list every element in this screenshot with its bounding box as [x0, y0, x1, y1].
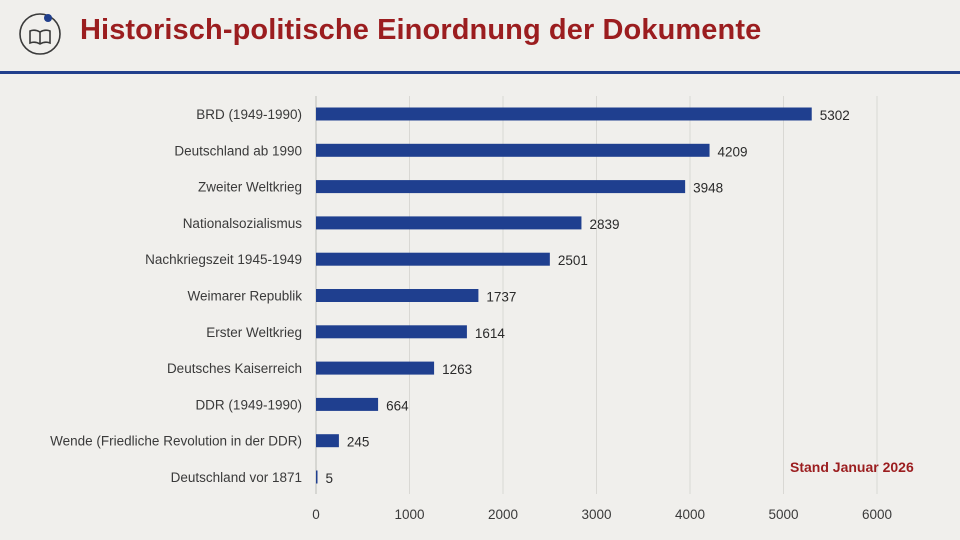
data-label: 664: [386, 398, 409, 413]
category-label: Deutsches Kaiserreich: [167, 361, 302, 376]
category-label: Zweiter Weltkrieg: [198, 180, 302, 195]
x-tick-label: 4000: [675, 507, 705, 522]
x-tick-labels: 0 1000 2000 3000 4000 5000 6000: [312, 507, 892, 522]
bar: [316, 434, 339, 448]
data-label: 2501: [558, 253, 588, 268]
data-label: 1263: [442, 362, 472, 377]
category-label: Wende (Friedliche Revolution in der DDR): [50, 434, 302, 449]
x-tick-label: 6000: [862, 507, 892, 522]
bars: [316, 107, 812, 484]
bar: [316, 325, 467, 339]
x-tick-label: 0: [312, 507, 320, 522]
data-label: 245: [347, 435, 370, 450]
category-label: Deutschland vor 1871: [171, 470, 302, 485]
category-label: DDR (1949-1990): [195, 397, 302, 412]
category-label: Deutschland ab 1990: [174, 143, 302, 158]
category-label: Nationalsozialismus: [183, 216, 303, 231]
category-label: BRD (1949-1990): [196, 107, 302, 122]
bar: [316, 470, 318, 484]
category-label: Erster Weltkrieg: [206, 325, 302, 340]
category-label: Nachkriegszeit 1945-1949: [145, 252, 302, 267]
bar: [316, 397, 379, 411]
data-label: 1614: [475, 326, 506, 341]
data-label: 1737: [486, 290, 516, 305]
bar: [316, 289, 479, 302]
data-label: 5: [326, 471, 334, 486]
bar: [316, 107, 812, 121]
category-labels: BRD (1949-1990) Deutschland ab 1990 Zweite…: [50, 107, 302, 485]
data-label: 3948: [693, 181, 723, 196]
x-tick-label: 3000: [581, 507, 611, 522]
data-label: 4209: [718, 144, 748, 159]
header-rule: [0, 71, 960, 74]
bar: [316, 361, 435, 375]
bar: [316, 252, 550, 266]
bar: [316, 180, 686, 194]
page-title: Historisch-politische Einordnung der Dok…: [80, 14, 762, 46]
x-tick-label: 5000: [768, 507, 798, 522]
x-tick-label: 2000: [488, 507, 518, 522]
status-note: Stand Januar 2026: [790, 459, 914, 475]
data-label: 2839: [589, 217, 619, 232]
info-book-icon: [19, 13, 61, 55]
bar: [316, 143, 710, 157]
x-tick-label: 1000: [394, 507, 424, 522]
value-labels: 5302 4209 3948 2839 2501 1737 1614 1263 664 245 5: [326, 108, 850, 486]
bar: [316, 216, 582, 230]
header: Historisch-politische Einordnung der Dok…: [0, 0, 960, 74]
category-label: Weimarer Republik: [187, 289, 302, 304]
data-label: 5302: [820, 108, 850, 123]
